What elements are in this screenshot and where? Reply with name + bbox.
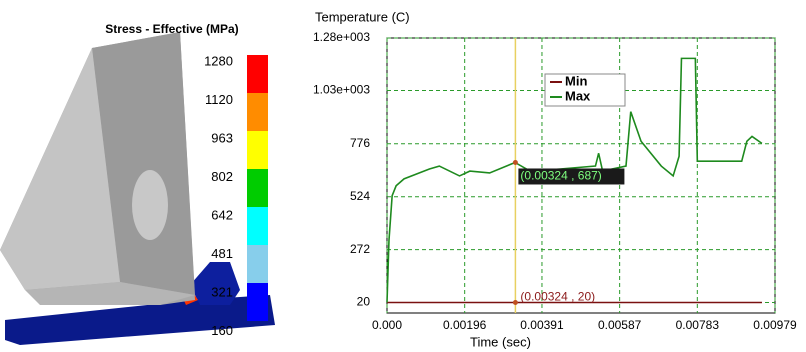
y-tick-label: 272	[350, 242, 370, 256]
x-tick-label: 0.00587	[598, 318, 642, 332]
annotation-marker	[513, 160, 518, 165]
y-tick-label: 20	[357, 295, 371, 309]
colorbar-block	[247, 207, 268, 245]
colorbar-label: 642	[211, 207, 233, 222]
x-tick-label: 0.000	[372, 318, 402, 332]
x-tick-label: 0.00196	[443, 318, 487, 332]
y-tick-label: 524	[350, 189, 370, 203]
x-tick-label: 0.00391	[520, 318, 564, 332]
colorbar-label: 802	[211, 169, 233, 184]
colorbar-label: 321	[211, 284, 233, 299]
annotation-marker	[513, 300, 518, 305]
y-tick-label: 1.03e+003	[313, 83, 370, 97]
legend-label: Min	[565, 73, 587, 88]
annotation: (0.00324 , 687)	[520, 169, 601, 183]
x-tick-label: 0.00783	[676, 318, 720, 332]
y-tick-label: 776	[350, 136, 370, 150]
colorbar-block	[247, 169, 268, 207]
colorbar-label: 963	[211, 130, 233, 145]
annotation: (0.00324 , 20)	[520, 290, 595, 304]
colorbar-block	[247, 245, 268, 283]
x-tick-label: 0.00979	[753, 318, 797, 332]
model-render	[0, 32, 275, 345]
y-axis-label: Temperature (C)	[315, 9, 410, 24]
colorbar-label: 160	[211, 323, 233, 338]
screen: Stress - Effective (MPa) 1280 1120 963 802 6…	[0, 0, 806, 352]
colorbar-label: 1120	[205, 92, 233, 107]
colorbar-label: 481	[211, 246, 233, 261]
x-axis-label: Time (sec)	[470, 334, 531, 349]
colorbar-block	[247, 131, 268, 169]
colorbar-block	[247, 283, 268, 321]
colorbar-block	[247, 93, 268, 131]
colorbar-title: Stress - Effective (MPa)	[105, 22, 238, 36]
colorbar-label: 1280	[204, 53, 233, 68]
y-tick-label: 1.28e+003	[313, 30, 370, 44]
colorbar-block	[247, 55, 268, 93]
legend-label: Max	[565, 88, 591, 103]
